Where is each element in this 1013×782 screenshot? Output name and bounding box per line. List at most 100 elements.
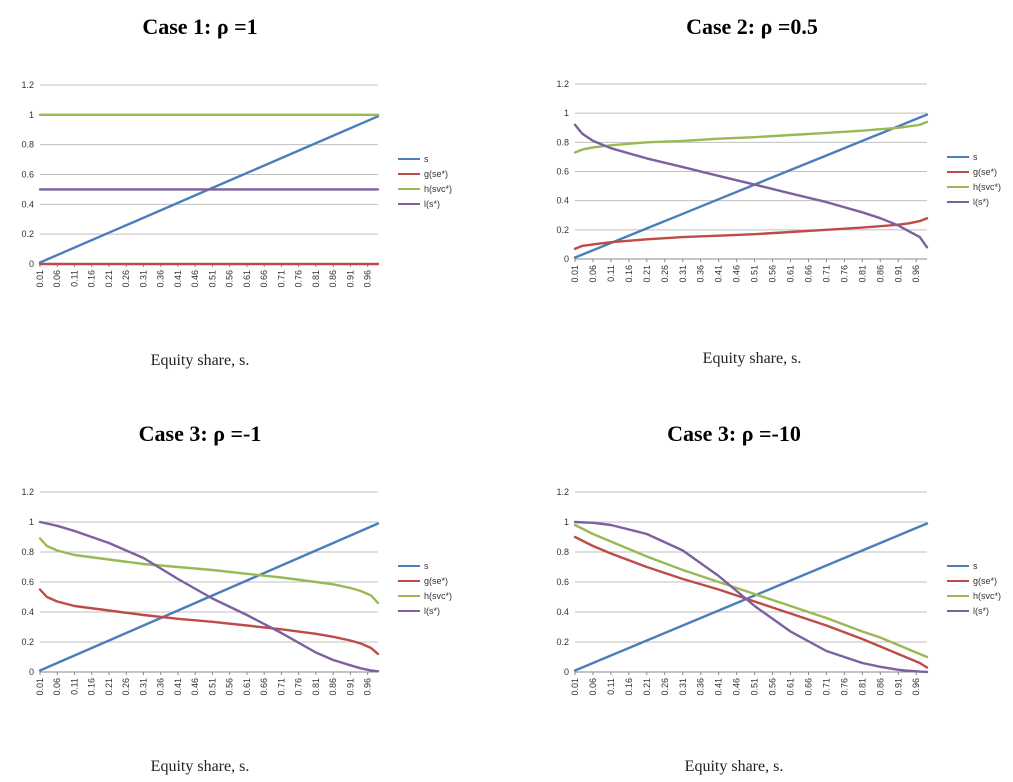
x-tick-label: 0.06 xyxy=(52,678,62,696)
x-tick-label: 0.11 xyxy=(69,678,79,695)
chart-title: Case 1: ρ =1 xyxy=(142,14,258,39)
x-tick-label: 0.21 xyxy=(642,265,652,283)
series-line-ls xyxy=(38,520,380,673)
legend-entry: s xyxy=(973,152,978,162)
x-tick-label: 0.26 xyxy=(660,678,670,696)
chart-title: Case 3: ρ =-1 xyxy=(138,421,262,446)
y-tick-label: 0 xyxy=(564,254,569,264)
x-tick-label: 0.86 xyxy=(875,678,885,696)
x-tick-label: 0.51 xyxy=(207,270,217,288)
x-tick-label: 0.76 xyxy=(294,678,304,696)
x-tick-label: 0.51 xyxy=(750,265,760,283)
y-tick-label: 1 xyxy=(564,108,569,118)
y-tick-label: 0.2 xyxy=(21,637,34,647)
x-tick-label: 0.86 xyxy=(875,265,885,283)
x-tick-label: 0.61 xyxy=(786,678,796,696)
legend-entry: h(svc*) xyxy=(973,182,1001,192)
x-tick-label: 0.91 xyxy=(345,270,355,288)
x-tick-label: 0.16 xyxy=(624,678,634,696)
legend-entry: g(se*) xyxy=(973,167,997,177)
x-tick-label: 0.31 xyxy=(138,270,148,288)
x-tick-label: 0.86 xyxy=(328,678,338,696)
x-tick-label: 0.11 xyxy=(69,270,79,287)
x-axis-label: Equity share, s. xyxy=(702,350,802,367)
legend-entry: l(s*) xyxy=(973,606,989,616)
x-tick-label: 0.66 xyxy=(803,678,813,696)
x-tick-label: 0.46 xyxy=(190,270,200,288)
series-line-s xyxy=(38,522,380,672)
legend-entry: g(se*) xyxy=(424,576,448,586)
x-tick-label: 0.16 xyxy=(624,265,634,283)
y-tick-label: 0.6 xyxy=(556,167,569,177)
y-tick-label: 0.6 xyxy=(21,577,34,587)
x-tick-label: 0.36 xyxy=(156,270,166,288)
x-tick-label: 0.76 xyxy=(839,678,849,696)
y-tick-label: 0 xyxy=(564,667,569,677)
y-tick-label: 0.4 xyxy=(21,199,34,209)
chart-plot: 00.20.40.60.811.20.01 0.06 0.11 0.16 0.21 0.2… xyxy=(21,487,452,696)
x-tick-label: 0.21 xyxy=(104,678,114,696)
legend-entry: l(s*) xyxy=(973,197,989,207)
y-tick-label: 0 xyxy=(29,667,34,677)
x-tick-label: 0.11 xyxy=(606,678,616,695)
series-line-gse xyxy=(573,216,929,251)
y-tick-label: 1.2 xyxy=(21,487,34,497)
x-tick-label: 0.06 xyxy=(588,265,598,283)
series-line-hsvc xyxy=(573,120,929,154)
y-tick-label: 0.6 xyxy=(556,577,569,587)
x-tick-label: 0.36 xyxy=(696,265,706,283)
series-line-gse xyxy=(573,535,929,669)
series-line-ls xyxy=(573,520,929,674)
chart-plot: 00.20.40.60.811.20.01 0.06 0.11 0.16 0.21 0.2… xyxy=(556,487,1001,696)
legend-entry: h(svc*) xyxy=(973,591,1001,601)
x-tick-label: 0.41 xyxy=(173,678,183,696)
x-tick-label: 0.26 xyxy=(121,270,131,288)
x-tick-label: 0.01 xyxy=(570,678,580,696)
x-tick-label: 0.71 xyxy=(821,265,831,283)
x-tick-label: 0.56 xyxy=(768,678,778,696)
x-tick-label: 0.91 xyxy=(893,678,903,696)
x-tick-label: 0.66 xyxy=(259,678,269,696)
x-tick-label: 0.31 xyxy=(678,678,688,696)
legend-entry: h(svc*) xyxy=(424,184,452,194)
x-tick-label: 0.66 xyxy=(803,265,813,283)
x-tick-label: 0.11 xyxy=(606,265,616,282)
chart-panel-case-4: Case 3: ρ =-10 0 0.2 0.4 0.6 0.8 1 1.2 0.01 0.06… xyxy=(506,391,1012,782)
x-tick-label: 0.06 xyxy=(52,270,62,288)
x-tick-label: 0.21 xyxy=(642,678,652,696)
x-axis-label: Equity share, s. xyxy=(684,758,784,775)
y-tick-label: 0.8 xyxy=(21,140,34,150)
y-tick-label: 0.2 xyxy=(21,229,34,239)
x-tick-label: 0.71 xyxy=(276,270,286,288)
x-tick-label: 0.61 xyxy=(786,265,796,283)
chart-panel-case-3: Case 3: ρ =-1 0 0.2 0.4 0.6 0.8 1 1.2 0.01 0.06 0… xyxy=(0,391,506,782)
y-tick-label: 0.8 xyxy=(21,547,34,557)
chart-panel-case-2: Case 2: ρ =0.5 0 0.2 0.4 0.6 0.8 1 1.2 0.01 0.06… xyxy=(506,0,1012,391)
legend-entry: s xyxy=(973,561,978,571)
x-tick-label: 0.41 xyxy=(714,678,724,696)
series-line-gse xyxy=(38,588,380,656)
x-tick-label: 0.21 xyxy=(104,270,114,288)
y-tick-label: 1 xyxy=(29,110,34,120)
y-tick-label: 0.6 xyxy=(21,170,34,180)
series-line-s xyxy=(573,113,929,259)
x-tick-label: 0.71 xyxy=(821,678,831,696)
x-tick-label: 0.86 xyxy=(328,270,338,288)
x-tick-label: 0.96 xyxy=(363,270,373,288)
x-tick-label: 0.51 xyxy=(750,678,760,696)
x-tick-label: 0.96 xyxy=(363,678,373,696)
x-tick-label: 0.61 xyxy=(242,678,252,696)
x-tick-label: 0.81 xyxy=(857,678,867,696)
series-line-hsvc xyxy=(573,523,929,659)
chart-panel-case-1: Case 1: ρ =1 0 0.2 0.4 0.6 0.8 1 1.2 0.01 0.06 0.… xyxy=(0,0,506,391)
x-tick-label: 0.31 xyxy=(678,265,688,283)
x-tick-label: 0.46 xyxy=(732,265,742,283)
x-tick-label: 0.06 xyxy=(588,678,598,696)
series-line-ls xyxy=(573,123,929,249)
y-tick-label: 0 xyxy=(29,259,34,269)
x-tick-label: 0.26 xyxy=(121,678,131,696)
chart-plot: 00.20.40.60.811.20.01 0.06 0.11 0.16 0.21 0.2… xyxy=(21,80,452,288)
x-tick-label: 0.81 xyxy=(311,678,321,696)
y-tick-label: 0.2 xyxy=(556,225,569,235)
x-tick-label: 0.81 xyxy=(311,270,321,288)
